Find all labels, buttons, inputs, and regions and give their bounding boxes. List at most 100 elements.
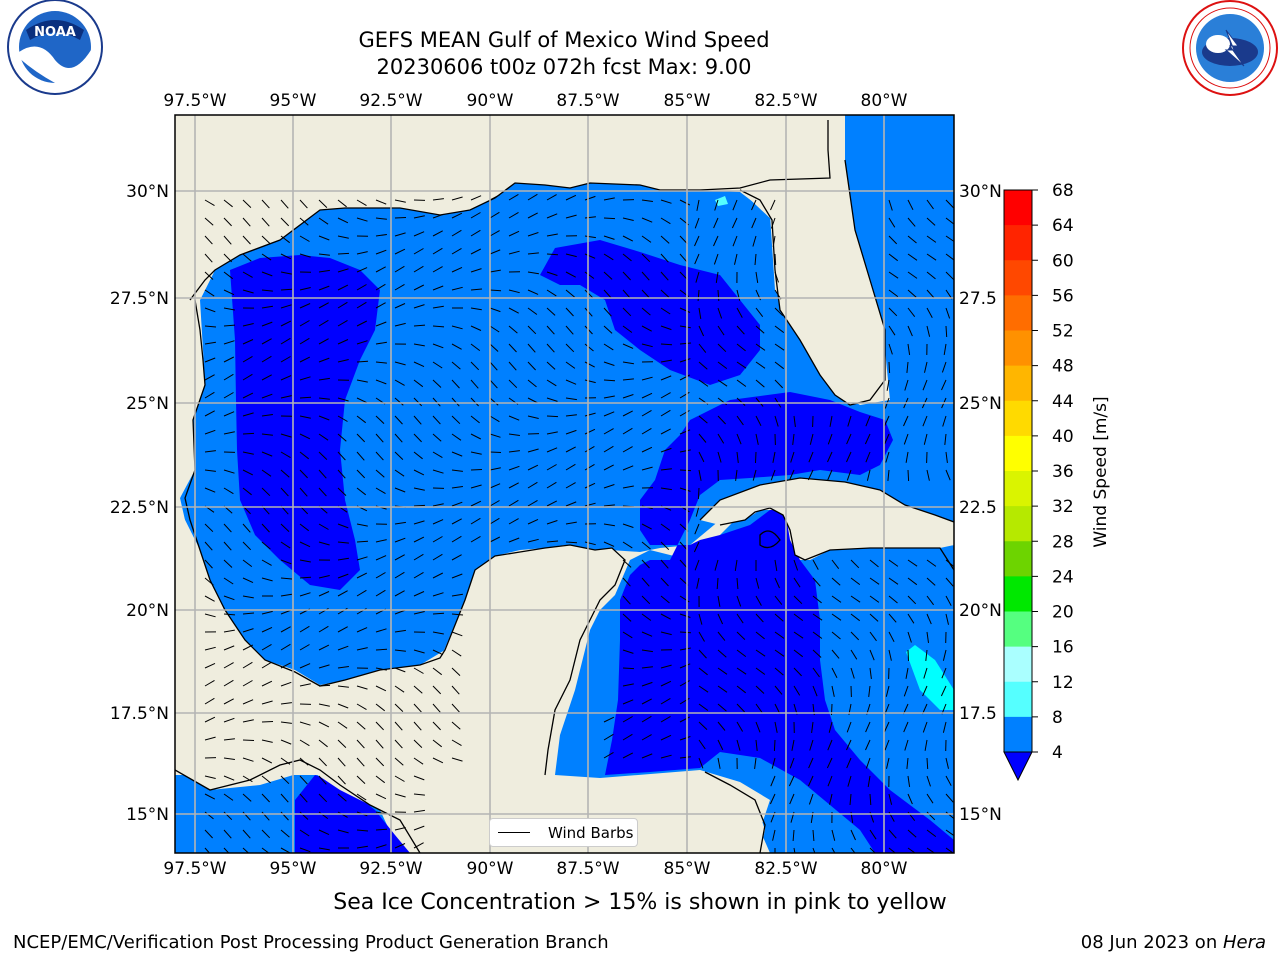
wind-barb [660, 199, 672, 204]
wind-barb [413, 231, 425, 237]
wind-barb [489, 467, 501, 471]
wind-barb [318, 739, 328, 748]
wind-barb [451, 757, 463, 762]
wind-barb [622, 289, 631, 299]
wind-barb [943, 343, 947, 355]
colorbar-segment [1004, 576, 1032, 612]
wind-barb [774, 649, 785, 657]
wind-barb [660, 359, 672, 363]
wind-barb [375, 321, 387, 327]
wind-barb [242, 355, 253, 363]
wind-barb [223, 487, 234, 495]
wind-barb [888, 361, 891, 374]
wind-barb [318, 235, 330, 241]
wind-barb [847, 775, 852, 787]
wind-barb [432, 198, 444, 201]
wind-barb [451, 212, 463, 219]
wind-barb [299, 415, 311, 419]
wind-barb [772, 451, 776, 463]
wind-barb [318, 757, 327, 767]
wind-barb [622, 733, 633, 741]
wind-barb [261, 355, 272, 363]
wind-barb [394, 199, 406, 203]
wind-barb [922, 685, 928, 697]
wind-barb [451, 397, 460, 407]
wind-barb [736, 595, 742, 607]
wind-barb [755, 433, 759, 445]
wind-barb [584, 216, 596, 219]
wind-barb [622, 595, 631, 605]
lat-label: 22.5°N [110, 498, 169, 518]
wind-barb [945, 757, 949, 769]
wind-barb [394, 827, 406, 831]
wind-barb [261, 199, 270, 209]
wind-barb [732, 235, 738, 247]
wind-barb [337, 319, 348, 327]
wind-barb [926, 325, 931, 337]
wind-barb [432, 757, 444, 764]
wind-barb [223, 757, 235, 760]
wind-barb [432, 631, 444, 635]
wind-barb [905, 667, 909, 679]
wind-barb [679, 716, 690, 723]
wind-barb [679, 736, 691, 741]
wind-barb [527, 415, 539, 419]
wind-barb [622, 446, 633, 453]
wind-barb [394, 303, 406, 309]
lon-label: 95°W [270, 859, 317, 879]
wind-barb [375, 775, 386, 784]
wind-barb [941, 361, 947, 373]
colorbar: 68 64 60 56 52 48 44 40 36 32 28 24 20 16 12 8 4 [1003, 181, 1074, 782]
wind-barb [698, 433, 707, 443]
wind-barb [451, 554, 462, 561]
wind-barb [280, 541, 291, 549]
wind-barb [641, 325, 652, 332]
wind-barb [242, 235, 251, 245]
wind-barb [904, 739, 909, 751]
wind-barb [299, 644, 310, 651]
wind-barb [865, 757, 871, 769]
wind-barb [280, 304, 292, 309]
wind-barb [413, 487, 425, 491]
wind-barb [337, 451, 346, 461]
wind-barb [906, 757, 909, 769]
wind-barb [736, 613, 744, 624]
wind-barb [584, 379, 596, 384]
wind-barb [679, 199, 691, 206]
wind-barb [413, 809, 425, 813]
wind-barb [679, 647, 691, 651]
wind-barb [641, 595, 651, 605]
wind-barb [679, 469, 692, 472]
wind-barb [394, 379, 405, 386]
wind-barb [337, 703, 349, 709]
wind-barb [318, 625, 329, 633]
wind-barb [736, 325, 745, 335]
wind-barb [864, 433, 871, 445]
wind-barb [736, 433, 742, 445]
wind-barb [887, 469, 890, 481]
wind-barb [907, 613, 915, 624]
wind-barb [318, 541, 330, 546]
wind-barb [717, 613, 724, 625]
wind-barb [204, 577, 214, 586]
colorbar-segment [1004, 681, 1032, 718]
wind-barb [679, 663, 691, 669]
wind-barb [694, 523, 700, 535]
wind-barb [280, 217, 290, 227]
wind-barb [489, 483, 501, 489]
wind-barb [926, 793, 934, 804]
wind-barb [584, 289, 594, 299]
wind-barb [736, 649, 747, 657]
wind-barb [774, 685, 783, 695]
wind-barb [793, 649, 804, 658]
wind-barb [204, 697, 215, 705]
wind-barb [622, 271, 631, 281]
wind-barb [755, 721, 761, 733]
wind-barb [318, 644, 330, 651]
wind-barb [907, 199, 914, 211]
wind-barb [261, 253, 272, 261]
wind-barb [793, 847, 796, 853]
wind-barb [679, 449, 691, 453]
lon-label: 80°W [861, 91, 908, 111]
